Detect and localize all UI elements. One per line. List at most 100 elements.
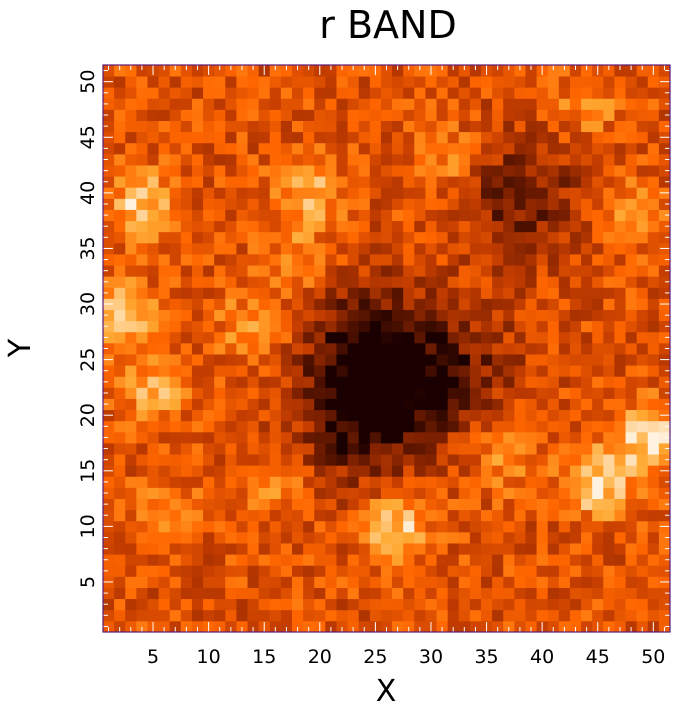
heatmap-cell (492, 620, 504, 633)
heatmap-cell (325, 365, 337, 377)
heatmap-cell (569, 465, 582, 477)
heatmap-cell (191, 443, 204, 455)
heatmap-cell (114, 398, 126, 411)
heatmap-cell (458, 554, 471, 566)
heatmap-cell (258, 565, 271, 577)
heatmap-cell (269, 509, 282, 522)
heatmap-cell (414, 376, 426, 388)
heatmap-cell (447, 153, 460, 166)
heatmap-cell (103, 153, 115, 166)
heatmap-cell (358, 465, 371, 477)
heatmap-cell (114, 331, 126, 344)
heatmap-cell (380, 198, 393, 210)
heatmap-cell (603, 98, 615, 110)
heatmap-cell (558, 87, 571, 99)
heatmap-cell (647, 242, 660, 255)
heatmap-cell (403, 209, 415, 222)
heatmap-cell (303, 598, 315, 611)
heatmap-cell (303, 620, 315, 633)
heatmap-cell (392, 198, 404, 210)
heatmap-cell (303, 209, 315, 222)
heatmap-cell (258, 387, 271, 399)
heatmap-cell (125, 587, 137, 600)
heatmap-cell (191, 265, 204, 277)
heatmap-cell (369, 409, 382, 422)
heatmap-cell (358, 87, 371, 99)
heatmap-cell (203, 298, 215, 310)
heatmap-cell (325, 576, 337, 588)
heatmap-cell (503, 176, 515, 188)
heatmap-cell (492, 476, 504, 488)
heatmap-cell (347, 398, 360, 411)
heatmap-cell (269, 376, 282, 388)
heatmap-cell (247, 598, 260, 611)
heatmap-cell (180, 209, 193, 222)
heatmap-cell (347, 198, 360, 210)
heatmap-cell (269, 387, 282, 399)
heatmap-cell (158, 331, 171, 344)
heatmap-cell (347, 376, 360, 388)
heatmap-cell (236, 531, 248, 544)
heatmap-cell (147, 376, 159, 388)
heatmap-cell (458, 398, 471, 411)
heatmap-cell (625, 365, 638, 377)
heatmap-cell (603, 620, 615, 633)
heatmap-cell (625, 98, 638, 110)
heatmap-cell (369, 520, 382, 533)
heatmap-cell (614, 87, 626, 99)
heatmap-cell (358, 531, 371, 544)
heatmap-cell (103, 498, 115, 511)
heatmap-cell (558, 587, 571, 600)
heatmap-cell (558, 487, 571, 499)
heatmap-cell (103, 265, 115, 277)
heatmap-cell (258, 398, 271, 411)
heatmap-cell (403, 609, 415, 622)
heatmap-cell (636, 176, 649, 188)
heatmap-cell (525, 76, 537, 88)
y-axis-label: Y (3, 338, 38, 358)
heatmap-cell (547, 487, 560, 499)
heatmap-cell (525, 331, 537, 344)
heatmap-cell (414, 309, 426, 322)
heatmap-cell (292, 431, 304, 444)
heatmap-cell (292, 509, 304, 522)
heatmap-cell (314, 476, 326, 488)
heatmap-cell (403, 487, 415, 499)
heatmap-cell (336, 276, 348, 288)
heatmap-cell (125, 331, 137, 344)
heatmap-cell (114, 609, 126, 622)
heatmap-cell (258, 220, 271, 233)
heatmap-cell (347, 487, 360, 499)
heatmap-cell (414, 153, 426, 166)
heatmap-cell (225, 76, 237, 88)
heatmap-cell (336, 231, 348, 244)
heatmap-cell (625, 131, 638, 144)
heatmap-cell (492, 231, 504, 244)
heatmap-cell (125, 131, 137, 144)
heatmap-cell (558, 420, 571, 433)
heatmap-cell (458, 498, 471, 511)
heatmap-cell (358, 454, 371, 466)
heatmap-cell (269, 576, 282, 588)
heatmap-cell (114, 76, 126, 88)
heatmap-cell (125, 298, 137, 310)
heatmap-cell (503, 609, 515, 622)
heatmap-cell (125, 287, 137, 299)
heatmap-cell (147, 165, 159, 177)
heatmap-cell (191, 142, 204, 155)
heatmap-cell (403, 454, 415, 466)
heatmap-cell (303, 498, 315, 511)
heatmap-cell (214, 620, 226, 633)
heatmap-cell (125, 354, 137, 366)
heatmap-cell (603, 431, 615, 444)
heatmap-cell (392, 465, 404, 477)
heatmap-cell (358, 98, 371, 110)
heatmap-cell (303, 520, 315, 533)
heatmap-cell (458, 431, 471, 444)
heatmap-cell (625, 254, 638, 266)
heatmap-cell (180, 276, 193, 288)
heatmap-cell (581, 576, 593, 588)
heatmap-cell (347, 298, 360, 310)
heatmap-cell (514, 620, 526, 633)
heatmap-cell (158, 165, 171, 177)
